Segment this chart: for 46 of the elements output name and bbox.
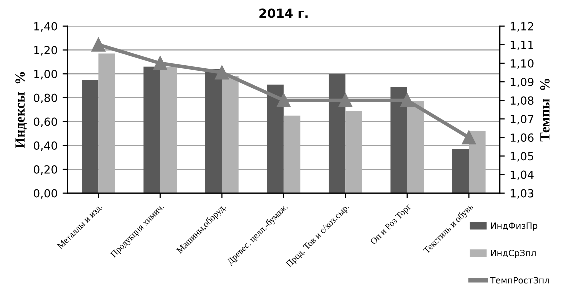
bar — [144, 66, 160, 194]
bar — [407, 102, 424, 194]
y-tick-label: 0,60 — [34, 118, 58, 128]
x-tick-label: Оп и Роз Торг — [370, 203, 414, 246]
y-axis-title: Индексы % — [16, 72, 28, 148]
bar — [328, 74, 346, 194]
bar — [284, 116, 301, 194]
bar — [82, 80, 99, 194]
y-tick-label: 0,20 — [34, 165, 58, 176]
bar — [390, 87, 408, 194]
point — [215, 66, 230, 80]
y-tick-label: 1,20 — [34, 46, 58, 56]
point — [462, 130, 476, 145]
bar — [469, 131, 486, 194]
y-tick-label: 0,80 — [34, 94, 58, 104]
point — [400, 94, 414, 108]
bar — [160, 66, 178, 194]
bar — [222, 76, 239, 194]
bar — [98, 54, 116, 194]
bar — [205, 69, 222, 194]
bar — [346, 111, 362, 194]
legend-label: ИндФизПр — [491, 222, 538, 231]
bar — [267, 84, 284, 194]
legend-label: ИндСрЗпл — [491, 250, 536, 258]
y2-tick-label: 1,03 — [510, 189, 534, 199]
y-tick-label: 0,00 — [34, 189, 58, 199]
point — [92, 38, 106, 52]
legend-label: ТемпРостЗпл — [490, 277, 550, 284]
y2-tick-label: 1,12 — [510, 22, 534, 32]
y-tick-label: 0,40 — [34, 142, 58, 152]
point — [153, 56, 168, 70]
chart-title: 2014 г. — [260, 8, 308, 18]
y2-tick-label: 1,10 — [510, 59, 534, 69]
y2-tick-label: 1,05 — [510, 152, 534, 162]
point — [338, 94, 353, 108]
y2-tick-label: 1,08 — [510, 96, 534, 106]
y2-tick-label: 1,04 — [510, 170, 534, 180]
y2-tick-label: 1,07 — [510, 115, 534, 125]
y2-axis-title: Темпы % — [540, 79, 550, 142]
point — [276, 94, 291, 108]
y2-tick-label: 1,06 — [510, 134, 534, 144]
y-tick-label: 1,00 — [34, 70, 58, 80]
y2-tick-label: 1,11 — [510, 41, 534, 50]
y-tick-label: 1,40 — [34, 22, 58, 32]
y2-tick-label: 1,09 — [510, 78, 534, 88]
bar — [452, 149, 470, 194]
